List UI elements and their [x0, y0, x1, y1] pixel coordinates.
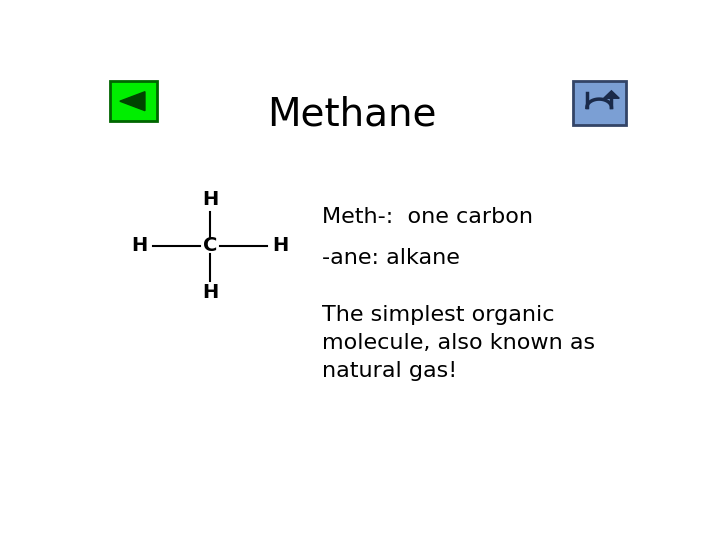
Text: Meth-:  one carbon: Meth-: one carbon	[322, 207, 533, 227]
Text: H: H	[272, 236, 289, 255]
Polygon shape	[120, 92, 145, 111]
Bar	[572, 82, 626, 125]
Text: The simplest organic
molecule, also known as
natural gas!: The simplest organic molecule, also know…	[322, 306, 595, 381]
Bar	[109, 82, 157, 121]
Text: -ane: alkane: -ane: alkane	[322, 248, 459, 268]
Text: Methane: Methane	[268, 96, 437, 134]
Text: H: H	[131, 236, 148, 255]
Polygon shape	[603, 91, 619, 98]
Text: C: C	[203, 236, 217, 255]
Text: H: H	[202, 190, 218, 209]
Text: H: H	[202, 284, 218, 302]
